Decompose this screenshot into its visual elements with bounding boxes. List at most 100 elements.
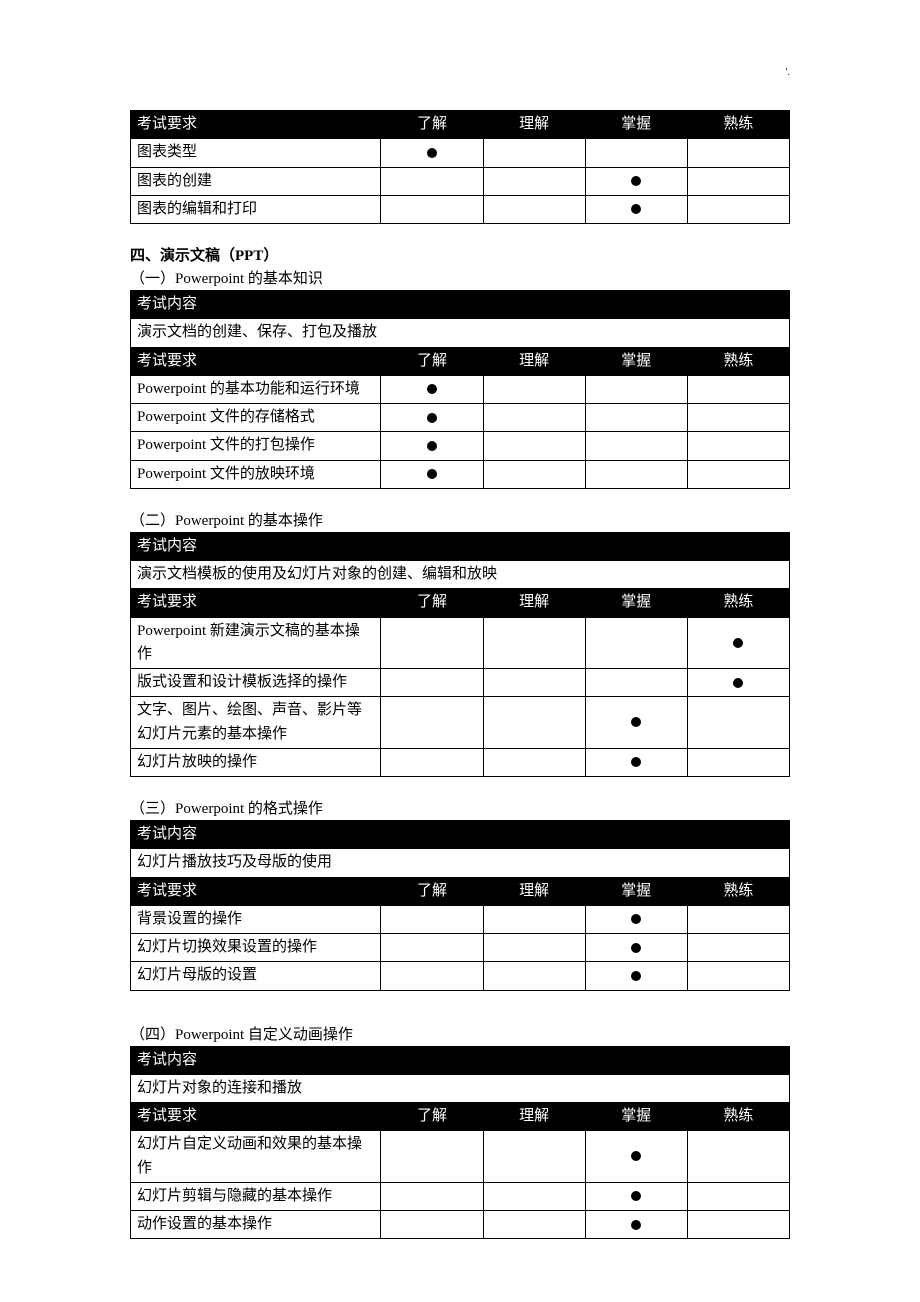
hdr-exam-req: 考试要求 (131, 877, 381, 905)
row-level-2 (483, 669, 585, 697)
table-sub2: 考试内容 演示文档模板的使用及幻灯片对象的创建、编辑和放映 考试要求 了解 理解… (130, 532, 790, 777)
row-level-3 (585, 195, 687, 223)
table-row: Powerpoint 新建演示文稿的基本操作 (131, 617, 790, 669)
row-level-2 (483, 1211, 585, 1239)
row-level-3 (585, 1182, 687, 1210)
table-sub4: 考试内容 幻灯片对象的连接和播放 考试要求 了解 理解 掌握 熟练 幻灯片自定义… (130, 1046, 790, 1240)
row-level-1 (381, 1182, 483, 1210)
row-level-2 (483, 962, 585, 990)
row-level-1 (381, 460, 483, 488)
row-level-2 (483, 617, 585, 669)
row-level-1 (381, 375, 483, 403)
row-level-4 (687, 167, 789, 195)
row-level-3 (585, 139, 687, 167)
sub4-heading: （四）Powerpoint 自定义动画操作 (130, 1023, 790, 1044)
table-row: 幻灯片剪辑与隐藏的基本操作 (131, 1182, 790, 1210)
hdr-c2: 理解 (483, 877, 585, 905)
table-sub4-body: 幻灯片自定义动画和效果的基本操作幻灯片剪辑与隐藏的基本操作动作设置的基本操作 (131, 1131, 790, 1239)
sub1-heading: （一）Powerpoint 的基本知识 (130, 267, 790, 288)
row-level-1 (381, 697, 483, 749)
row-level-2 (483, 139, 585, 167)
sub3-content: 幻灯片播放技巧及母版的使用 (131, 849, 790, 877)
sub3-heading: （三）Powerpoint 的格式操作 (130, 797, 790, 818)
row-level-3 (585, 962, 687, 990)
dot-icon (733, 678, 743, 688)
table-sub3: 考试内容 幻灯片播放技巧及母版的使用 考试要求 了解 理解 掌握 熟练 背景设置… (130, 820, 790, 991)
row-name: Powerpoint 文件的存储格式 (131, 404, 381, 432)
sub2-heading: （二）Powerpoint 的基本操作 (130, 509, 790, 530)
dot-icon (631, 914, 641, 924)
dot-icon (631, 971, 641, 981)
row-level-1 (381, 934, 483, 962)
sub4-content: 幻灯片对象的连接和播放 (131, 1074, 790, 1102)
hdr-exam-req: 考试要求 (131, 111, 381, 139)
row-level-2 (483, 748, 585, 776)
row-level-1 (381, 669, 483, 697)
row-name: Powerpoint 文件的打包操作 (131, 432, 381, 460)
row-level-2 (483, 195, 585, 223)
row-level-2 (483, 375, 585, 403)
hdr-c3: 掌握 (585, 111, 687, 139)
table-row: 幻灯片放映的操作 (131, 748, 790, 776)
hdr-exam-content: 考试内容 (131, 1046, 790, 1074)
table-sub2-body: Powerpoint 新建演示文稿的基本操作版式设置和设计模板选择的操作文字、图… (131, 617, 790, 777)
sub1-content: 演示文档的创建、保存、打包及播放 (131, 319, 790, 347)
row-level-1 (381, 1131, 483, 1183)
hdr-c2: 理解 (483, 347, 585, 375)
row-level-4 (687, 934, 789, 962)
row-level-1 (381, 905, 483, 933)
row-level-1 (381, 962, 483, 990)
row-name: 图表类型 (131, 139, 381, 167)
row-name: 幻灯片切换效果设置的操作 (131, 934, 381, 962)
hdr-c4: 熟练 (687, 877, 789, 905)
row-name: 图表的创建 (131, 167, 381, 195)
row-level-3 (585, 697, 687, 749)
table-row: 图表类型 (131, 139, 790, 167)
hdr-exam-req: 考试要求 (131, 347, 381, 375)
row-name: 动作设置的基本操作 (131, 1211, 381, 1239)
hdr-c1: 了解 (381, 877, 483, 905)
table-sub3-body: 背景设置的操作幻灯片切换效果设置的操作幻灯片母版的设置 (131, 905, 790, 990)
row-level-4 (687, 748, 789, 776)
dot-icon (427, 413, 437, 423)
table-row: 背景设置的操作 (131, 905, 790, 933)
row-name: Powerpoint 的基本功能和运行环境 (131, 375, 381, 403)
row-level-4 (687, 617, 789, 669)
row-level-3 (585, 167, 687, 195)
hdr-c2: 理解 (483, 1103, 585, 1131)
row-level-1 (381, 432, 483, 460)
hdr-exam-req: 考试要求 (131, 1103, 381, 1131)
row-level-4 (687, 139, 789, 167)
page-corner-mark: '. (786, 68, 790, 78)
hdr-c3: 掌握 (585, 589, 687, 617)
table-row: 幻灯片母版的设置 (131, 962, 790, 990)
sub2-content: 演示文档模板的使用及幻灯片对象的创建、编辑和放映 (131, 561, 790, 589)
dot-icon (733, 638, 743, 648)
row-level-4 (687, 432, 789, 460)
row-level-4 (687, 404, 789, 432)
row-name: 文字、图片、绘图、声音、影片等幻灯片元素的基本操作 (131, 697, 381, 749)
row-level-4 (687, 1211, 789, 1239)
hdr-c1: 了解 (381, 111, 483, 139)
row-level-3 (585, 905, 687, 933)
row-level-2 (483, 167, 585, 195)
dot-icon (631, 1191, 641, 1201)
row-level-3 (585, 617, 687, 669)
hdr-c1: 了解 (381, 589, 483, 617)
row-level-4 (687, 1182, 789, 1210)
hdr-c1: 了解 (381, 347, 483, 375)
table-row: 图表的创建 (131, 167, 790, 195)
dot-icon (631, 176, 641, 186)
row-level-1 (381, 617, 483, 669)
table-row: 幻灯片切换效果设置的操作 (131, 934, 790, 962)
row-level-4 (687, 375, 789, 403)
table-row: Powerpoint 的基本功能和运行环境 (131, 375, 790, 403)
dot-icon (427, 148, 437, 158)
hdr-exam-req: 考试要求 (131, 589, 381, 617)
table-row: 动作设置的基本操作 (131, 1211, 790, 1239)
row-level-3 (585, 1131, 687, 1183)
table-row: Powerpoint 文件的放映环境 (131, 460, 790, 488)
row-level-2 (483, 697, 585, 749)
hdr-c4: 熟练 (687, 347, 789, 375)
table-sub1: 考试内容 演示文档的创建、保存、打包及播放 考试要求 了解 理解 掌握 熟练 P… (130, 290, 790, 489)
